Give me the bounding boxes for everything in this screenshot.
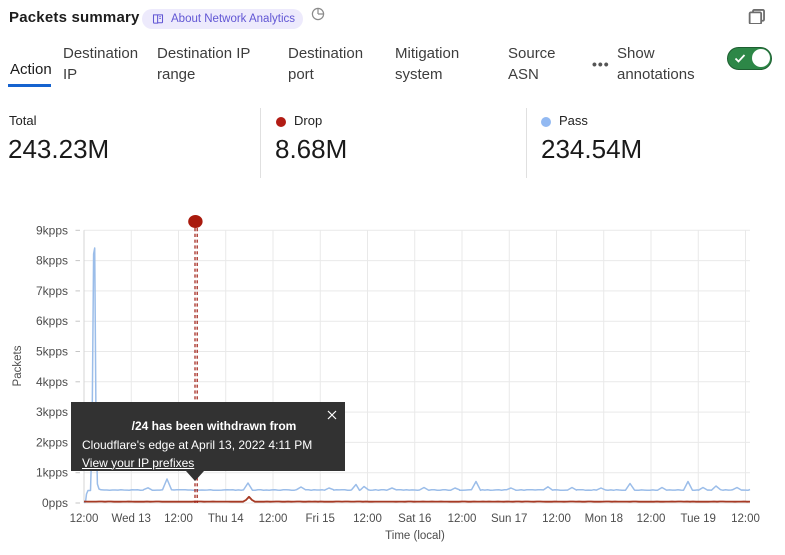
svg-text:12:00: 12:00 (731, 513, 760, 525)
svg-text:Tue 19: Tue 19 (681, 513, 716, 525)
svg-text:Thu 14: Thu 14 (208, 513, 244, 525)
svg-text:12:00: 12:00 (70, 513, 99, 525)
svg-text:1kpps: 1kpps (36, 466, 68, 480)
svg-text:Mon 18: Mon 18 (585, 513, 623, 525)
svg-text:9kpps: 9kpps (36, 223, 68, 237)
svg-text:Sat 16: Sat 16 (398, 513, 431, 525)
svg-text:5kpps: 5kpps (36, 345, 68, 359)
svg-text:12:00: 12:00 (637, 513, 666, 525)
svg-text:12:00: 12:00 (448, 513, 477, 525)
svg-text:Sun 17: Sun 17 (491, 513, 527, 525)
svg-text:12:00: 12:00 (259, 513, 288, 525)
svg-text:2kpps: 2kpps (36, 435, 68, 449)
svg-text:4kpps: 4kpps (36, 375, 68, 389)
svg-text:12:00: 12:00 (164, 513, 193, 525)
svg-text:12:00: 12:00 (353, 513, 382, 525)
svg-text:7kpps: 7kpps (36, 284, 68, 298)
svg-text:Fri 15: Fri 15 (305, 513, 334, 525)
svg-text:8kpps: 8kpps (36, 254, 68, 268)
svg-text:Wed 13: Wed 13 (111, 513, 150, 525)
svg-text:Time (local): Time (local) (385, 530, 445, 542)
svg-text:12:00: 12:00 (542, 513, 571, 525)
svg-text:3kpps: 3kpps (36, 405, 68, 419)
svg-text:0pps: 0pps (42, 496, 68, 510)
svg-text:6kpps: 6kpps (36, 314, 68, 328)
svg-text:Packets: Packets (12, 345, 24, 386)
